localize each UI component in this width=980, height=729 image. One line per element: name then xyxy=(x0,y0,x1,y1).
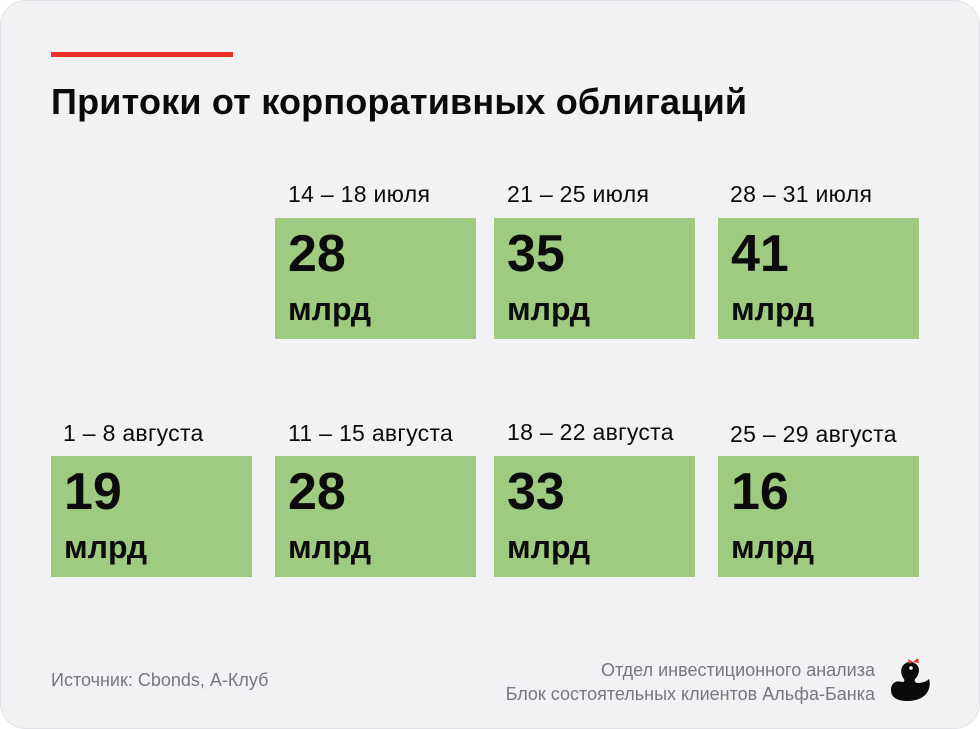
value-tile: 28 млрд xyxy=(275,218,476,339)
value-tile: 35 млрд xyxy=(494,218,695,339)
tile-value: 19 xyxy=(64,463,122,521)
credit-block: Отдел инвестиционного анализа Блок состо… xyxy=(506,658,875,706)
tile-value: 16 xyxy=(731,463,789,521)
tile-value: 33 xyxy=(507,463,565,521)
value-tile: 41 млрд xyxy=(718,218,919,339)
period-label: 28 – 31 июля xyxy=(730,181,873,207)
tile-unit: млрд xyxy=(64,529,148,565)
value-tile: 33 млрд xyxy=(494,456,695,577)
value-tile: 28 млрд xyxy=(275,456,476,577)
credit-line-2: Блок состоятельных клиентов Альфа-Банка xyxy=(505,684,875,704)
tile-unit: млрд xyxy=(731,529,815,565)
tile-value: 28 xyxy=(288,225,346,283)
tile-unit: млрд xyxy=(288,291,372,327)
source-note: Источник: Cbonds, А-Клуб xyxy=(51,670,269,690)
tile-unit: млрд xyxy=(507,291,591,327)
value-tile: 19 млрд xyxy=(51,456,252,577)
period-label: 14 – 18 июля xyxy=(288,181,431,207)
value-tile: 16 млрд xyxy=(718,456,919,577)
page-title: Притоки от корпоративных облигаций xyxy=(51,81,748,122)
period-label: 18 – 22 августа xyxy=(507,419,674,445)
tile-unit: млрд xyxy=(731,291,815,327)
tile-value: 35 xyxy=(507,225,565,283)
accent-line xyxy=(51,52,233,57)
duck-logo-icon xyxy=(891,658,930,701)
period-label: 11 – 15 августа xyxy=(288,420,454,446)
period-label: 21 – 25 июля xyxy=(507,181,650,207)
tile-unit: млрд xyxy=(507,529,591,565)
period-label: 1 – 8 августа xyxy=(63,420,204,446)
period-label: 25 – 29 августа xyxy=(730,421,897,447)
tile-unit: млрд xyxy=(288,529,372,565)
tile-value: 28 xyxy=(288,463,346,521)
tile-value: 41 xyxy=(731,225,789,283)
credit-line-1: Отдел инвестиционного анализа xyxy=(601,660,875,680)
